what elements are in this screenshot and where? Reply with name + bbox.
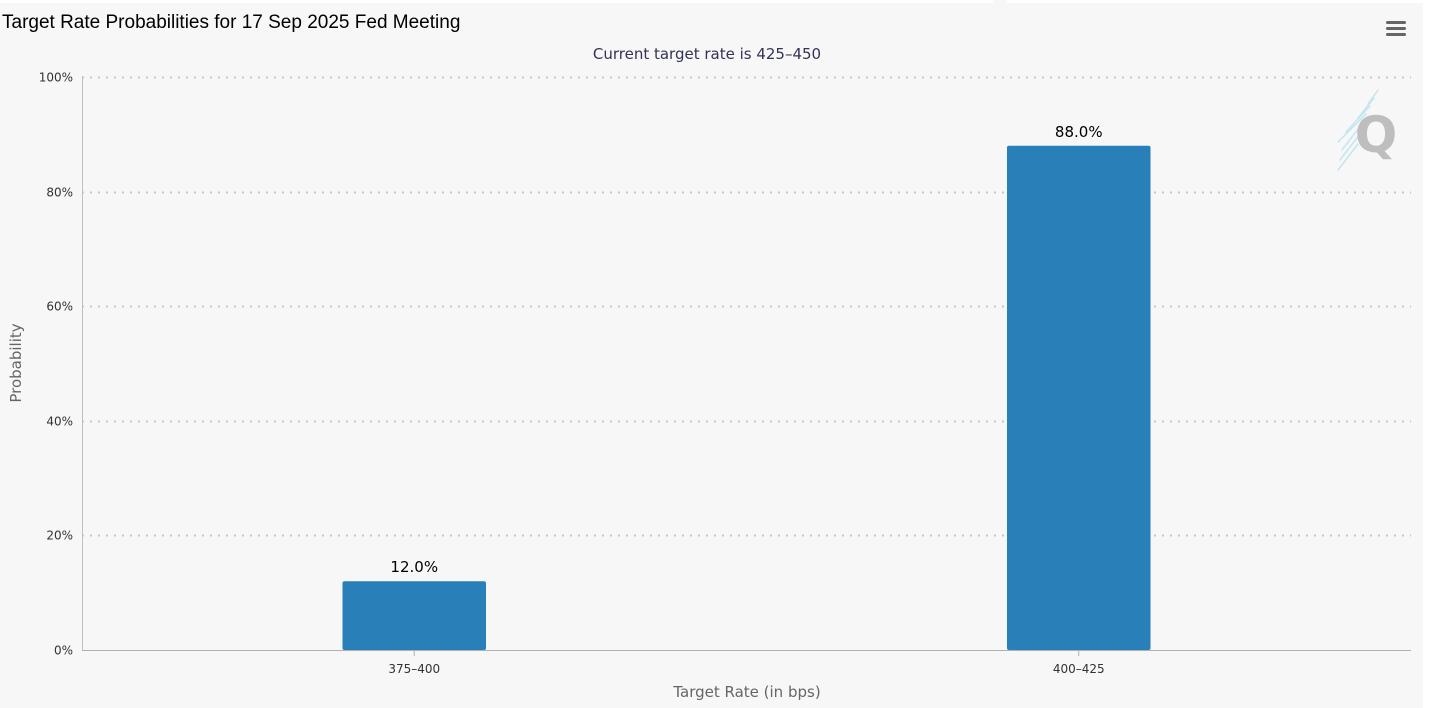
grid-lines: [82, 76, 1411, 537]
svg-text:Q: Q: [1355, 106, 1398, 164]
x-axis-ticks: 375–400 400–425: [388, 650, 1105, 676]
data-label: 12.0%: [390, 558, 438, 576]
data-label: 88.0%: [1055, 123, 1103, 141]
x-tick-label: 375–400: [388, 662, 440, 676]
y-tick-label: 0%: [54, 644, 73, 658]
hamburger-menu-icon[interactable]: [1383, 17, 1409, 41]
bar: [1006, 145, 1151, 650]
x-axis-title: Target Rate (in bps): [672, 683, 820, 701]
y-tick-label: 80%: [46, 186, 73, 200]
quikstrike-q-logo-icon: Q: [1337, 89, 1398, 171]
bars: 12.0% 88.0%: [342, 123, 1151, 650]
chart-title: Target Rate Probabilities for 17 Sep 202…: [2, 12, 461, 33]
y-axis-title: Probability: [7, 323, 25, 402]
y-tick-label: 20%: [46, 529, 73, 543]
chart-subtitle: Current target rate is 425–450: [593, 45, 821, 63]
top-border: [1007, 0, 1423, 3]
y-tick-label: 60%: [46, 300, 73, 314]
y-tick-label: 100%: [39, 71, 73, 85]
y-axis-ticks: 0% 20% 40% 60% 80% 100%: [39, 71, 73, 658]
bar: [342, 581, 487, 650]
y-tick-label: 40%: [46, 415, 73, 429]
top-border: [0, 0, 993, 3]
x-tick-label: 400–425: [1053, 662, 1105, 676]
